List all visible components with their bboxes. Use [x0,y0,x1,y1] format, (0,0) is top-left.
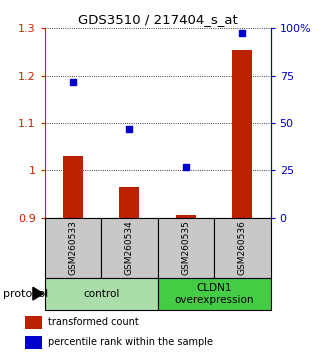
Text: percentile rank within the sample: percentile rank within the sample [48,337,213,348]
Bar [214,218,271,278]
Bar [25,316,42,329]
Bar [45,278,158,310]
Text: CLDN1
overexpression: CLDN1 overexpression [174,283,254,305]
Title: GDS3510 / 217404_s_at: GDS3510 / 217404_s_at [78,13,238,26]
Bar [63,156,83,218]
Text: GSM260533: GSM260533 [68,220,77,275]
Bar [232,50,252,218]
Text: control: control [83,289,119,299]
Bar [176,215,196,218]
Polygon shape [33,287,43,300]
Bar [158,218,214,278]
Text: GSM260536: GSM260536 [238,220,247,275]
Bar [101,218,158,278]
Bar [45,218,101,278]
Text: GSM260535: GSM260535 [181,220,190,275]
Bar [119,187,139,218]
Bar [158,278,271,310]
Point [127,126,132,132]
Bar [25,336,42,349]
Text: GSM260534: GSM260534 [125,221,134,275]
Text: protocol: protocol [3,289,49,299]
Text: transformed count: transformed count [48,317,139,327]
Point [240,30,245,36]
Point [183,164,188,170]
Point [70,79,76,85]
